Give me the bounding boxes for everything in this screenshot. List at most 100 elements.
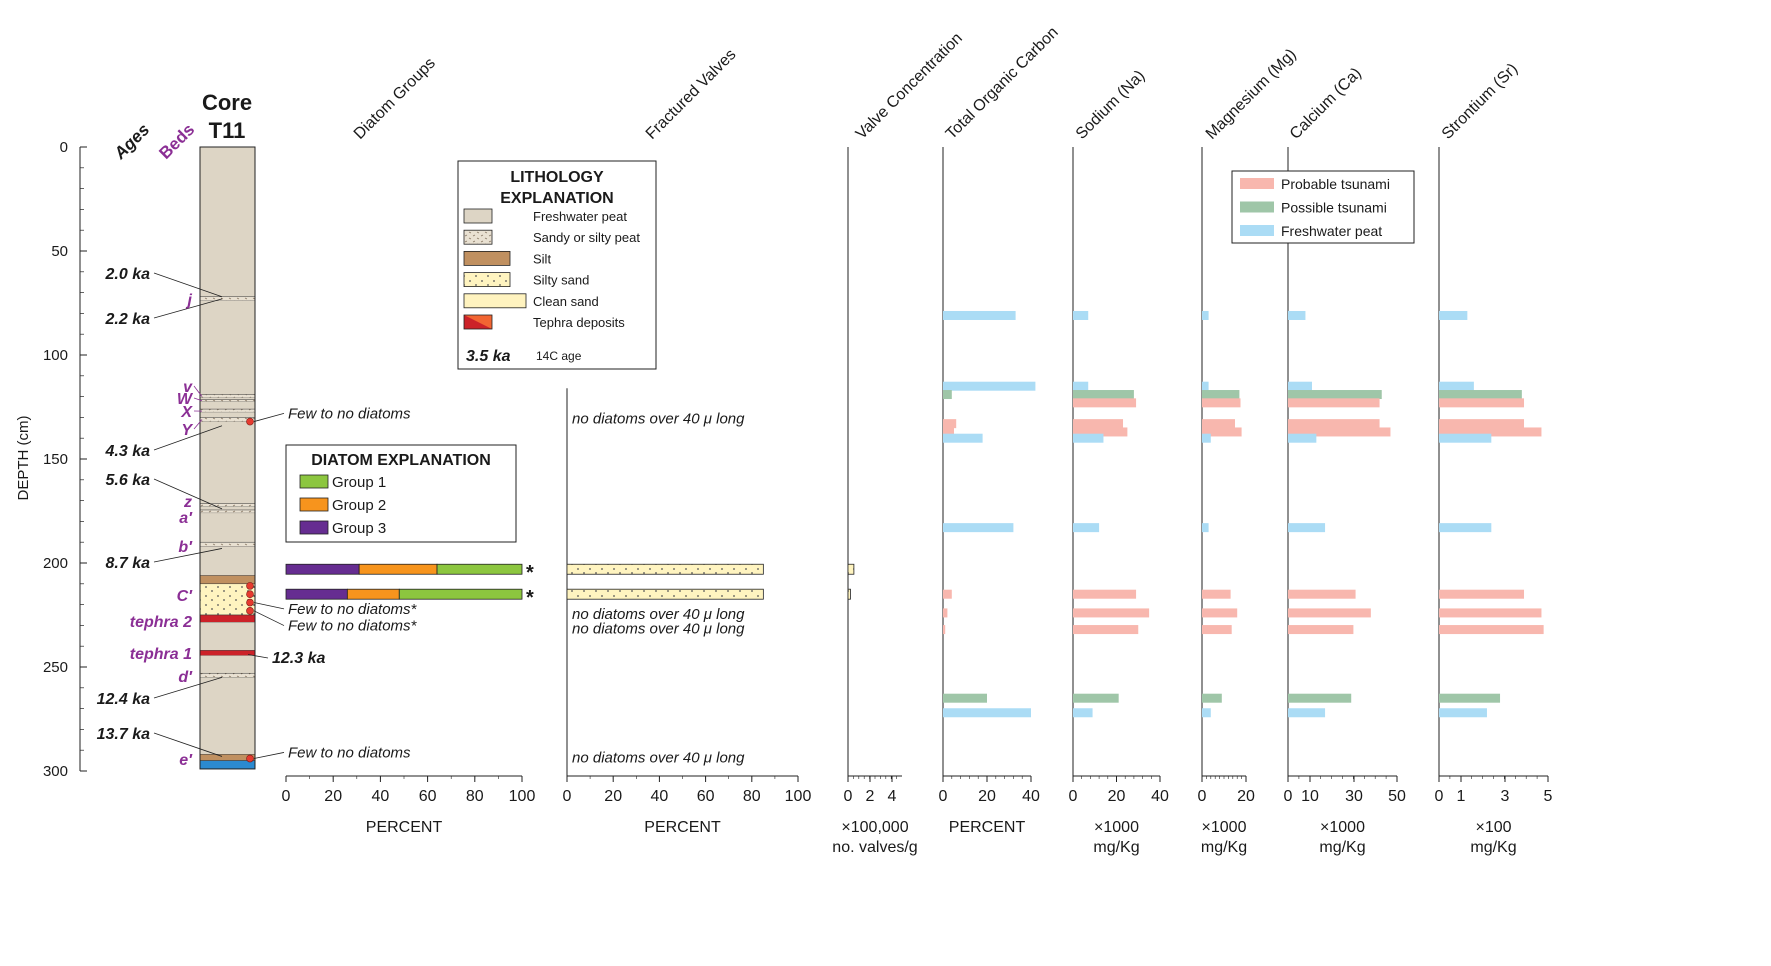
panel-x-tick-label: 0 <box>1198 788 1207 805</box>
panel-x-tick-label: 5 <box>1544 788 1553 805</box>
panel-x-tick-label: 40 <box>1151 788 1169 805</box>
element-legend-label: Possible tsunami <box>1281 200 1387 216</box>
core-title-line2: T11 <box>209 118 246 143</box>
diatom-bar-asterisk: * <box>526 587 534 609</box>
bed-label: tephra 2 <box>130 614 192 631</box>
panel-title: Magnesium (Mg) <box>1203 46 1300 143</box>
core-layer-sandy-peat <box>199 541 256 547</box>
diatom-bar-group2 <box>358 563 438 575</box>
depth-tick-label: 250 <box>43 659 68 676</box>
element-bar-peat <box>1073 433 1104 443</box>
panel-x-tick-label: 100 <box>509 788 536 805</box>
element-bar-probable <box>943 419 957 429</box>
element-bar-probable <box>1439 608 1542 618</box>
element-bar-peat <box>1073 708 1093 718</box>
element-bar-probable <box>1073 427 1128 437</box>
sample-note: Few to no diatoms* <box>288 601 418 618</box>
element-bar-possible <box>943 693 987 703</box>
core-layer-peat <box>200 401 255 410</box>
age-label: 13.7 ka <box>97 726 150 743</box>
element-bar-probable <box>1439 625 1544 635</box>
core-layer-sandy-peat <box>199 296 256 302</box>
element-bar-peat <box>1439 708 1487 718</box>
panel-x-tick-label: 80 <box>466 788 484 805</box>
panel-x-label: PERCENT <box>949 819 1026 836</box>
core-layer-peat <box>200 655 255 674</box>
fractured-valves-bar <box>566 588 764 600</box>
panel-x-label-line2: no. valves/g <box>832 839 917 856</box>
element-bar-peat <box>943 523 1014 533</box>
core-outline <box>199 146 256 770</box>
diatom-swatch <box>299 520 329 535</box>
core-title-line1: Core <box>202 90 252 115</box>
panel-x-tick-label: 30 <box>1345 788 1363 805</box>
bed-label: b′ <box>178 539 193 556</box>
age-label: 8.7 ka <box>106 555 151 572</box>
diatom-legend: DIATOM EXPLANATION Group 1 Group 2 Group 3 <box>285 444 517 543</box>
bed-label: W <box>177 391 194 408</box>
lithology-legend-label: Sandy or silty peat <box>533 230 640 245</box>
element-bar-probable <box>943 608 948 618</box>
element-bar-probable <box>1073 608 1150 618</box>
age-leader <box>153 732 223 757</box>
diatom-legend-label: Group 1 <box>332 474 386 491</box>
core-layer-peat <box>200 513 255 543</box>
panel-x-tick-label: 100 <box>785 788 812 805</box>
element-bar-probable <box>1073 625 1139 635</box>
element-bar-possible <box>1073 390 1134 400</box>
diatom-legend-items: Group 1 Group 2 Group 3 <box>299 474 386 537</box>
lithology-legend-label: Silt <box>533 251 551 266</box>
sample-dot <box>246 607 254 615</box>
sample-note: Few to no diatoms <box>288 744 411 761</box>
bed-label: C′ <box>177 588 194 605</box>
element-bar-peat <box>1073 523 1100 533</box>
panel-sodium-na: Sodium (Na) 0 20 40 ×1000 mg/Kg <box>1069 67 1169 856</box>
panel-x-label-line1: ×100,000 <box>841 819 908 836</box>
bed-label: v <box>183 379 193 396</box>
element-bar-peat <box>1439 381 1474 391</box>
element-bar-peat <box>1288 708 1326 718</box>
panel-x-tick-label: 0 <box>1284 788 1293 805</box>
age-leader <box>247 654 269 659</box>
element-legend-items: Probable tsunami Possible tsunami Freshwat… <box>1240 176 1390 239</box>
sample-dot <box>246 417 254 426</box>
panel-x-label-line2: mg/Kg <box>1319 839 1365 856</box>
element-bar-peat <box>1288 523 1326 533</box>
element-bar-probable <box>1288 419 1380 429</box>
panel-x-tick-label: 20 <box>978 788 996 805</box>
core-layer-peat <box>200 677 255 755</box>
sample-dot <box>246 754 254 763</box>
panel-x-tick-label: 2 <box>866 788 875 805</box>
lithology-legend: LITHOLOGY EXPLANATION Freshwater peat San… <box>457 160 657 370</box>
age-leader <box>153 548 223 563</box>
panel-title: Fractured Valves <box>643 46 740 143</box>
age-leader <box>153 425 223 451</box>
panel-x-tick-label: 20 <box>604 788 622 805</box>
core-layer-peat <box>200 300 255 395</box>
element-bar-peat <box>1202 381 1209 391</box>
panel-x-tick-label: 80 <box>743 788 761 805</box>
panel-x-tick-label: 0 <box>563 788 572 805</box>
fractured-valves-note: no diatoms over 40 μ long <box>572 410 745 427</box>
bed-label: X <box>180 404 193 421</box>
lithology-swatch-peat <box>463 208 493 224</box>
element-bar-probable <box>1439 398 1525 408</box>
lithology-swatch-silt <box>463 250 511 266</box>
fractured-valves-note: no diatoms over 40 μ long <box>572 749 745 766</box>
valve-concentration-bar <box>847 563 855 575</box>
panel-x-tick-label: 0 <box>282 788 291 805</box>
element-bar-peat <box>943 381 1036 391</box>
age-leader <box>153 298 223 319</box>
element-bar-peat <box>1439 433 1492 443</box>
element-bar-peat <box>1288 381 1312 391</box>
panel-x-tick-label: 50 <box>1388 788 1406 805</box>
panel-title: Diatom Groups <box>351 55 439 143</box>
element-bar-probable <box>1202 625 1232 635</box>
panel-x-tick-label: 0 <box>939 788 948 805</box>
depth-axis: 0 50 100 150 200 250 300 <box>43 139 87 780</box>
bed-label: Y <box>181 422 193 439</box>
element-bar-probable <box>1073 419 1124 429</box>
